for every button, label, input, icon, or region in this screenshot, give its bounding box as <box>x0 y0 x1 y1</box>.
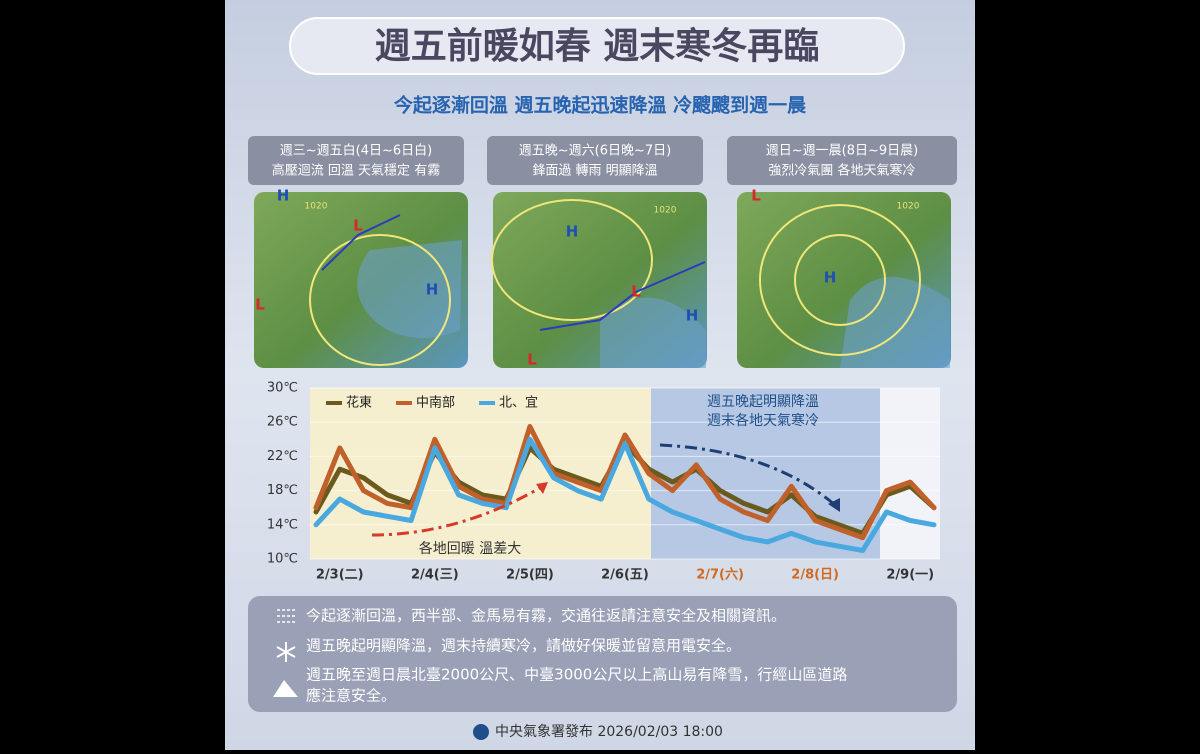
caption-box <box>727 136 957 185</box>
y-tick-label: 22℃ <box>267 449 298 464</box>
map-label: H <box>566 223 579 241</box>
note: 今起逐漸回溫，西半部、金馬易有霧，交通往返請注意安全及相關資訊。 <box>306 607 786 625</box>
map-label: H <box>686 307 699 325</box>
chart: 10℃ 14℃ 18℃ 22℃ 26℃ 30℃ 2/3(二) 2/4(三) 2/5(四) 2/6(… <box>267 381 940 583</box>
cold-arrow <box>659 443 836 507</box>
x-tick-label: 2/3(二) <box>316 568 364 583</box>
map-label: 1020 <box>897 202 920 212</box>
annotation: 週末各地天氣寒冷 <box>707 412 819 429</box>
map-label: L <box>751 187 761 205</box>
panel-period: 週五晚~週六(6日晚~7日) <box>519 144 671 159</box>
panel-desc: 鋒面過 轉雨 明顯降溫 <box>532 163 657 179</box>
y-tick-label: 30℃ <box>267 381 298 396</box>
series-line <box>313 424 937 541</box>
map-label: H <box>277 187 290 205</box>
annotation: 週五晚起明顯降溫 <box>707 394 819 410</box>
note: 應注意安全。 <box>306 687 396 705</box>
map-label: 1020 <box>654 206 677 216</box>
panel-desc: 強烈冷氣團 各地天氣寒冷 <box>768 163 915 179</box>
x-tick-label: 2/8(日) <box>791 568 839 583</box>
fog-icon <box>277 609 295 623</box>
legend-label: 中南部 <box>416 395 455 411</box>
subtitle: 今起逐漸回溫 週五晚起迅速降溫 冷颼颼到週一晨 <box>393 94 807 117</box>
warm-region <box>310 388 651 559</box>
y-tick-label: 18℃ <box>267 483 298 498</box>
y-tick-label: 10℃ <box>267 552 298 567</box>
title: 週五前暖如春 週末寒冬再臨 <box>375 26 820 67</box>
note: 週五晚起明顯降溫，週末持續寒冷，請做好保暖並留意用電安全。 <box>306 637 741 655</box>
note: 週五晚至週日晨北臺2000公尺、中臺3000公尺以上高山易有降雪，行經山區道路 <box>306 666 847 684</box>
map: H L H L 1020 <box>491 192 707 369</box>
x-tick-label: 2/6(五) <box>601 568 649 583</box>
map: L H 1020 <box>737 187 951 368</box>
annotation: 各地回暖 溫差大 <box>419 541 521 557</box>
map-label: H <box>824 269 837 287</box>
mountain-icon <box>273 680 298 697</box>
notes-box <box>248 596 957 712</box>
map-label: L <box>255 296 265 314</box>
map-label: L <box>527 351 537 369</box>
y-tick-label: 26℃ <box>267 415 298 430</box>
title-pill <box>289 17 905 75</box>
caption-box <box>248 136 464 185</box>
panel-period: 週三~週五白(4日~6日白) <box>280 143 432 159</box>
map-label: L <box>631 283 641 301</box>
plot-region <box>880 388 940 559</box>
series-line <box>313 436 937 553</box>
snow-icon <box>276 642 296 662</box>
caption-box <box>487 136 703 185</box>
x-tick-label: 2/5(四) <box>506 568 554 583</box>
legend-label: 北、宜 <box>499 396 538 411</box>
legend-label: 花東 <box>346 395 372 411</box>
panel-desc: 高壓迴流 回溫 天氣穩定 有霧 <box>272 163 440 179</box>
map-label: L <box>353 217 363 235</box>
map-label: H <box>426 281 439 299</box>
panel-period: 週日~週一晨(8日~9日晨) <box>766 144 918 159</box>
footer: 中央氣象署發布 2026/02/03 18:00 <box>495 724 723 740</box>
map: H L H L 1020 <box>254 187 468 368</box>
x-tick-label: 2/7(六) <box>696 567 744 583</box>
map-label: 1020 <box>305 202 328 212</box>
logo <box>473 724 489 740</box>
warm-arrow <box>371 483 546 537</box>
x-tick-label: 2/4(三) <box>411 568 459 583</box>
x-tick-label: 2/9(一) <box>886 568 934 583</box>
y-tick-label: 14℃ <box>267 517 298 532</box>
arrowhead <box>828 498 840 512</box>
arrowhead <box>536 482 548 494</box>
